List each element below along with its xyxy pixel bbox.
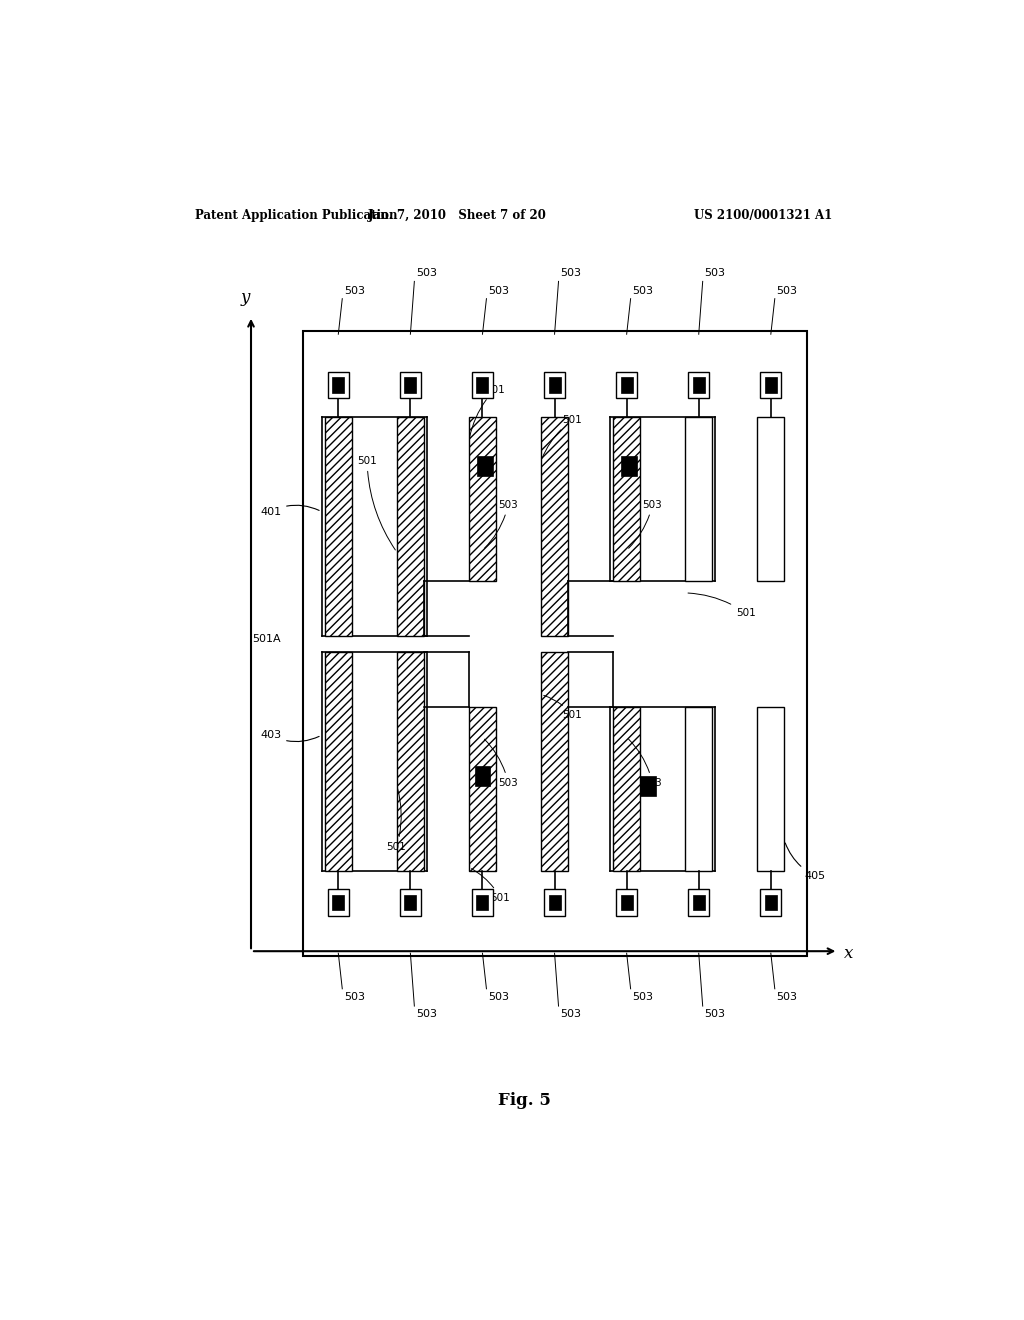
Text: 503: 503 — [416, 268, 437, 279]
Bar — [544, 890, 565, 916]
Bar — [397, 417, 424, 636]
Text: 503: 503 — [705, 1010, 725, 1019]
Text: 503: 503 — [632, 285, 653, 296]
Bar — [404, 378, 417, 393]
Text: US 2100/0001321 A1: US 2100/0001321 A1 — [693, 209, 833, 222]
Text: 501: 501 — [357, 455, 395, 550]
Bar — [476, 378, 488, 393]
Bar — [472, 372, 493, 399]
Text: 503: 503 — [632, 991, 653, 1002]
Bar — [400, 890, 421, 916]
Text: 503: 503 — [560, 1010, 581, 1019]
Text: 503: 503 — [776, 991, 798, 1002]
Bar — [469, 417, 496, 581]
Text: 503: 503 — [629, 499, 663, 548]
Text: 501: 501 — [387, 789, 407, 851]
Text: 501: 501 — [688, 593, 756, 618]
Text: 501: 501 — [542, 414, 583, 458]
Text: 501: 501 — [470, 384, 505, 438]
Text: 503: 503 — [776, 285, 798, 296]
Bar — [328, 890, 348, 916]
Bar — [474, 766, 490, 785]
Bar — [758, 417, 784, 581]
Bar — [469, 706, 496, 871]
Bar — [328, 372, 348, 399]
Bar — [685, 417, 713, 581]
Text: 503: 503 — [344, 991, 365, 1002]
Bar — [621, 378, 633, 393]
Text: 503: 503 — [416, 1010, 437, 1019]
Text: 501: 501 — [544, 696, 583, 719]
Bar — [693, 378, 705, 393]
Bar — [541, 652, 568, 871]
Text: x: x — [844, 945, 853, 962]
Bar — [685, 706, 713, 871]
Bar — [765, 895, 777, 909]
Bar — [616, 372, 637, 399]
Bar — [333, 895, 344, 909]
Bar — [397, 652, 424, 871]
Text: 503: 503 — [488, 285, 509, 296]
Bar — [476, 895, 488, 909]
Bar — [613, 706, 640, 871]
Text: 405: 405 — [785, 843, 825, 880]
Bar — [404, 895, 417, 909]
Text: 503: 503 — [629, 739, 663, 788]
Bar — [400, 372, 421, 399]
Text: Fig. 5: Fig. 5 — [499, 1092, 551, 1109]
Bar — [613, 417, 640, 581]
Text: 503: 503 — [488, 991, 509, 1002]
Bar — [544, 372, 565, 399]
Bar — [549, 895, 560, 909]
Bar — [472, 890, 493, 916]
Bar — [640, 776, 656, 796]
Bar — [765, 378, 777, 393]
Text: 403: 403 — [260, 730, 319, 742]
Bar — [616, 890, 637, 916]
Bar — [549, 378, 560, 393]
Bar — [758, 706, 784, 871]
Bar — [621, 895, 633, 909]
Text: 401: 401 — [260, 506, 319, 516]
Text: 503: 503 — [705, 268, 725, 279]
Bar — [761, 890, 781, 916]
Text: 503: 503 — [560, 268, 581, 279]
Bar — [333, 378, 344, 393]
Text: 503: 503 — [484, 499, 518, 548]
Bar — [541, 417, 568, 636]
Bar — [325, 652, 352, 871]
Bar — [303, 331, 807, 956]
Text: 501: 501 — [471, 869, 510, 903]
Text: y: y — [241, 289, 250, 306]
Text: Patent Application Publication: Patent Application Publication — [196, 209, 398, 222]
Bar — [477, 455, 493, 477]
Text: 503: 503 — [344, 285, 365, 296]
Bar — [688, 372, 709, 399]
Bar — [688, 890, 709, 916]
Text: 501A: 501A — [252, 634, 281, 644]
Text: Jan. 7, 2010   Sheet 7 of 20: Jan. 7, 2010 Sheet 7 of 20 — [368, 209, 547, 222]
Bar — [622, 455, 637, 477]
Bar — [693, 895, 705, 909]
Text: 503: 503 — [484, 739, 518, 788]
Bar — [761, 372, 781, 399]
Bar — [325, 417, 352, 636]
